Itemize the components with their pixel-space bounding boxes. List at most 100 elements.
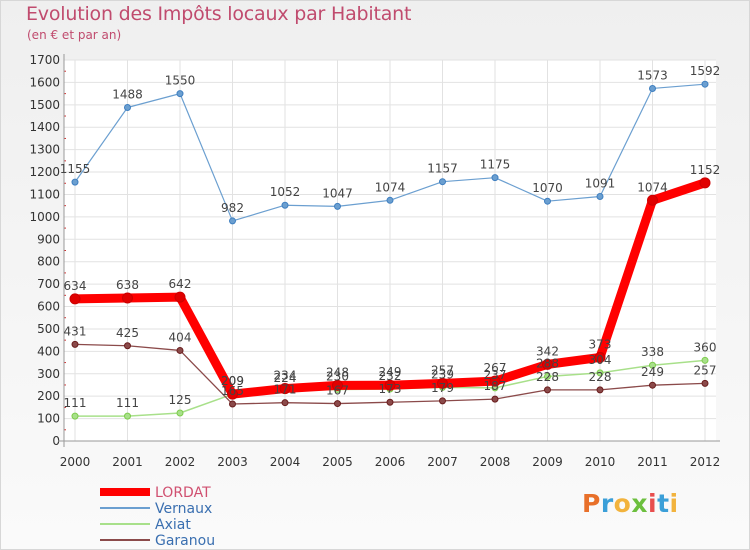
data-label-axiat-2004: 224 — [274, 371, 297, 385]
point-garanou-2005 — [334, 400, 341, 408]
point-garanou-2007 — [439, 397, 446, 405]
logo-letter-4: i — [648, 489, 658, 518]
data-label-lordat-2002: 642 — [169, 277, 192, 291]
point-axiat-2010 — [596, 369, 604, 377]
data-label-lordat-2008: 267 — [484, 361, 507, 375]
data-label-axiat-2003: 209 — [221, 374, 244, 388]
data-label-garanou-2010: 228 — [589, 370, 612, 384]
data-label-garanou-2006: 173 — [379, 382, 402, 396]
data-label-vernaux-2002: 1550 — [165, 74, 196, 88]
point-axiat-2012 — [701, 356, 709, 364]
point-garanou-2004 — [281, 399, 289, 407]
data-label-garanou-2003: 165 — [221, 384, 244, 398]
y-tick-label-600: 600 — [37, 300, 60, 314]
data-label-vernaux-2005: 1047 — [322, 186, 353, 200]
point-garanou-2003 — [229, 400, 236, 408]
point-lordat-2009 — [542, 358, 553, 370]
point-garanou-2002 — [176, 346, 184, 354]
point-lordat-2006 — [384, 379, 396, 391]
legend-label-lordat: LORDAT — [155, 485, 211, 501]
data-label-vernaux-2000: 1155 — [60, 162, 91, 176]
point-lordat-2011 — [647, 194, 658, 206]
y-tick-label-1400: 1400 — [29, 120, 60, 134]
data-label-axiat-2001: 111 — [116, 396, 139, 410]
point-vernaux-2012 — [701, 80, 709, 88]
point-axiat-2001 — [124, 412, 131, 420]
data-label-vernaux-2001: 1488 — [112, 88, 143, 102]
data-label-axiat-2012: 360 — [694, 340, 717, 354]
data-label-axiat-2007: 239 — [431, 367, 454, 381]
point-axiat-2011 — [649, 361, 656, 369]
point-vernaux-2010 — [596, 192, 604, 200]
data-label-garanou-2008: 187 — [484, 379, 507, 393]
y-tick-label-800: 800 — [37, 255, 60, 269]
point-vernaux-2006 — [386, 196, 394, 204]
data-label-vernaux-2004: 1052 — [270, 185, 301, 199]
point-garanou-2006 — [386, 398, 394, 406]
point-garanou-2011 — [649, 381, 656, 389]
x-tick-label-2007: 2007 — [427, 455, 458, 469]
y-tick-label-1500: 1500 — [29, 98, 60, 112]
logo-letter-6: i — [669, 489, 679, 518]
point-axiat-2000 — [71, 412, 79, 420]
data-label-axiat-2000: 111 — [64, 396, 87, 410]
data-label-lordat-2009: 342 — [536, 344, 559, 358]
data-label-vernaux-2003: 982 — [221, 201, 244, 215]
chart-title: Evolution des Impôts locaux par Habitant — [26, 3, 412, 25]
point-garanou-2000 — [71, 340, 79, 348]
y-tick-label-500: 500 — [37, 322, 60, 336]
point-vernaux-2003 — [229, 217, 236, 225]
point-lordat-2010 — [594, 351, 606, 363]
data-label-vernaux-2007: 1157 — [427, 162, 458, 176]
y-tick-label-0: 0 — [52, 434, 60, 448]
x-tick-label-2006: 2006 — [375, 455, 406, 469]
data-label-axiat-2005: 230 — [326, 369, 349, 383]
logo-letter-1: r — [600, 489, 614, 518]
x-tick-label-2003: 2003 — [217, 455, 248, 469]
point-lordat-2001 — [122, 292, 133, 304]
y-tick-label-400: 400 — [37, 344, 60, 358]
data-label-garanou-2009: 228 — [536, 370, 559, 384]
y-tick-label-1600: 1600 — [29, 75, 60, 89]
legend-label-axiat: Axiat — [155, 517, 191, 533]
data-label-vernaux-2010: 1091 — [585, 176, 616, 190]
data-label-garanou-2005: 167 — [326, 384, 349, 398]
point-vernaux-2011 — [649, 84, 656, 92]
y-tick-label-1100: 1100 — [29, 187, 60, 201]
data-label-garanou-2007: 179 — [431, 381, 454, 395]
point-vernaux-2007 — [439, 178, 446, 186]
data-label-axiat-2009: 288 — [536, 356, 559, 370]
x-tick-label-2009: 2009 — [532, 455, 563, 469]
data-label-lordat-2001: 638 — [116, 278, 139, 292]
x-tick-label-2000: 2000 — [60, 455, 91, 469]
x-tick-label-2008: 2008 — [480, 455, 511, 469]
point-axiat-2002 — [176, 409, 184, 417]
point-lordat-2007 — [437, 377, 448, 389]
point-lordat-2012 — [699, 177, 711, 189]
data-label-vernaux-2008: 1175 — [480, 158, 511, 172]
data-label-vernaux-2012: 1592 — [690, 64, 721, 78]
point-garanou-2001 — [124, 342, 131, 350]
point-garanou-2012 — [701, 379, 709, 387]
point-vernaux-2009 — [544, 197, 551, 205]
y-tick-label-100: 100 — [37, 412, 60, 426]
x-tick-label-2004: 2004 — [270, 455, 301, 469]
y-tick-label-900: 900 — [37, 232, 60, 246]
data-label-lordat-2010: 373 — [589, 337, 612, 351]
data-label-lordat-2011: 1074 — [637, 180, 668, 194]
proxiti-logo: Proxiti — [582, 489, 679, 518]
data-label-axiat-2002: 125 — [169, 393, 192, 407]
x-tick-label-2002: 2002 — [165, 455, 196, 469]
logo-letter-0: P — [582, 489, 601, 518]
data-label-lordat-2000: 634 — [64, 279, 87, 293]
point-lordat-2008 — [489, 375, 501, 387]
data-label-lordat-2003: 209 — [221, 374, 244, 388]
data-label-vernaux-2011: 1573 — [637, 68, 668, 82]
y-tick-label-1700: 1700 — [29, 53, 60, 67]
x-tick-label-2001: 2001 — [112, 455, 143, 469]
y-tick-label-1000: 1000 — [29, 210, 60, 224]
x-tick-label-2011: 2011 — [637, 455, 668, 469]
y-tick-label-1300: 1300 — [29, 143, 60, 157]
legend-label-vernaux: Vernaux — [155, 501, 212, 517]
